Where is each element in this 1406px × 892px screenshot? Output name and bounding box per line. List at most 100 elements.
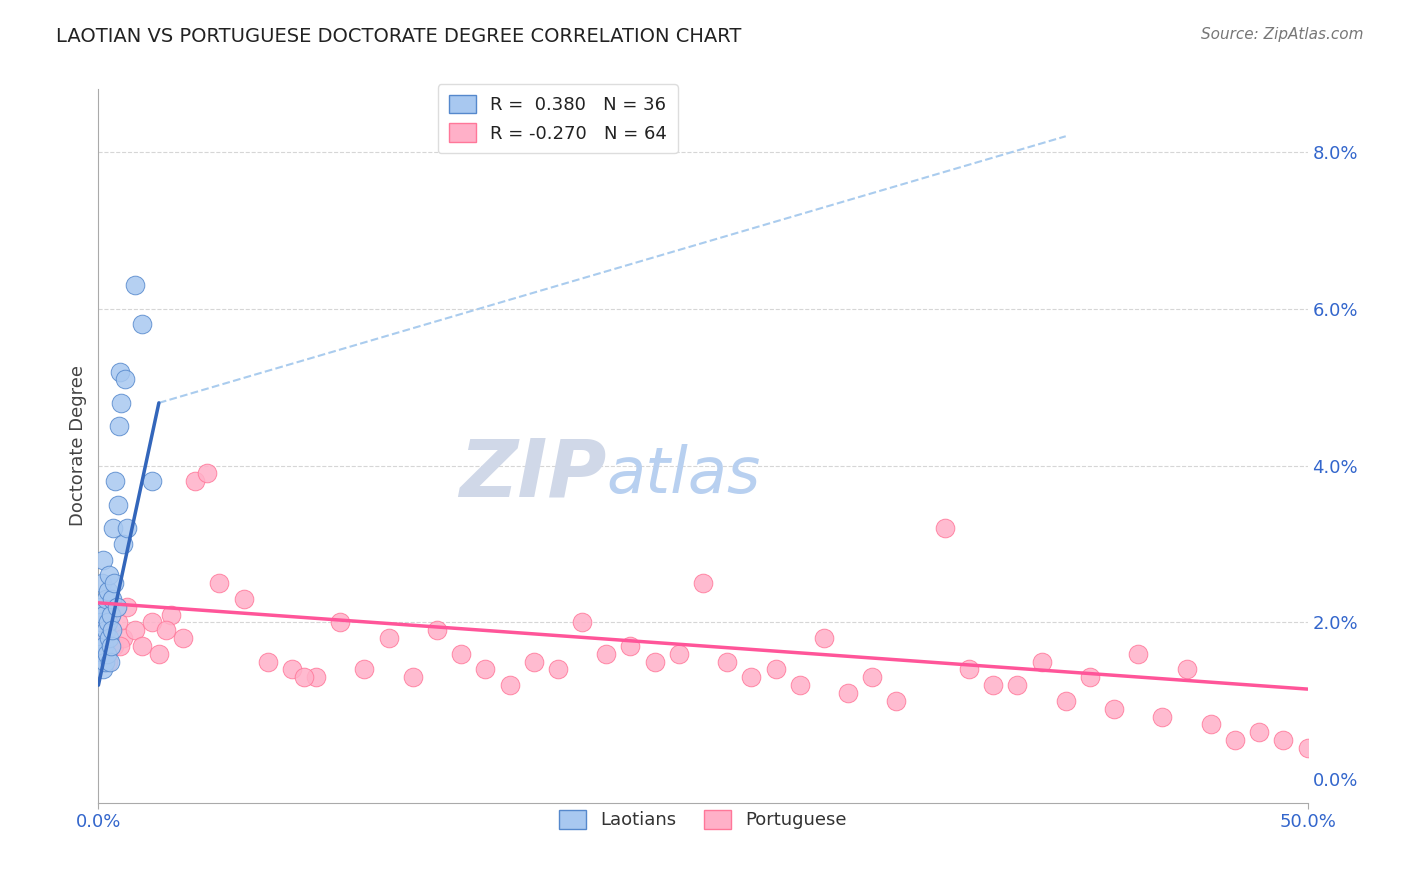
Point bbox=[89, 599, 111, 614]
Point bbox=[98, 568, 121, 582]
Point bbox=[93, 607, 115, 622]
Point bbox=[305, 670, 328, 684]
Point bbox=[97, 584, 120, 599]
Point bbox=[91, 576, 114, 591]
Point bbox=[208, 576, 231, 591]
Point bbox=[89, 631, 111, 645]
Point bbox=[292, 670, 315, 684]
Point bbox=[1199, 717, 1222, 731]
Point bbox=[108, 364, 131, 378]
Point bbox=[107, 615, 129, 630]
Point bbox=[141, 475, 163, 489]
Text: ZIP: ZIP bbox=[458, 435, 606, 514]
Legend: Laotians, Portuguese: Laotians, Portuguese bbox=[553, 803, 853, 837]
Point bbox=[426, 624, 449, 638]
Point bbox=[94, 624, 117, 638]
Point bbox=[97, 631, 120, 645]
Point bbox=[148, 647, 170, 661]
Point bbox=[474, 663, 496, 677]
Point bbox=[114, 372, 136, 386]
Point bbox=[1296, 740, 1319, 755]
Point bbox=[103, 576, 125, 591]
Point bbox=[619, 639, 641, 653]
Point bbox=[450, 647, 472, 661]
Point bbox=[1128, 647, 1150, 661]
Point bbox=[101, 521, 124, 535]
Point bbox=[100, 591, 122, 606]
Point bbox=[184, 475, 207, 489]
Point bbox=[981, 678, 1004, 692]
Point bbox=[1152, 709, 1174, 723]
Point bbox=[101, 624, 124, 638]
Point bbox=[105, 599, 128, 614]
Point bbox=[111, 537, 134, 551]
Point bbox=[1007, 678, 1029, 692]
Text: Source: ZipAtlas.com: Source: ZipAtlas.com bbox=[1201, 27, 1364, 42]
Point bbox=[195, 467, 218, 481]
Point bbox=[141, 615, 163, 630]
Point bbox=[100, 639, 122, 653]
Point bbox=[232, 591, 254, 606]
Point bbox=[886, 694, 908, 708]
Point bbox=[740, 670, 762, 684]
Point bbox=[91, 552, 114, 566]
Point bbox=[172, 631, 194, 645]
Point bbox=[117, 599, 139, 614]
Point bbox=[1249, 725, 1271, 739]
Point bbox=[716, 655, 738, 669]
Point bbox=[104, 475, 127, 489]
Point bbox=[1175, 663, 1198, 677]
Point bbox=[765, 663, 787, 677]
Point bbox=[498, 678, 520, 692]
Point bbox=[90, 647, 112, 661]
Point bbox=[668, 647, 690, 661]
Point bbox=[934, 521, 956, 535]
Point bbox=[96, 591, 118, 606]
Point bbox=[111, 631, 134, 645]
Point bbox=[100, 607, 122, 622]
Point bbox=[124, 278, 146, 293]
Point bbox=[1054, 694, 1077, 708]
Point bbox=[353, 663, 375, 677]
Point bbox=[91, 624, 114, 638]
Text: LAOTIAN VS PORTUGUESE DOCTORATE DEGREE CORRELATION CHART: LAOTIAN VS PORTUGUESE DOCTORATE DEGREE C… bbox=[56, 27, 741, 45]
Point bbox=[124, 624, 146, 638]
Point bbox=[97, 655, 120, 669]
Point bbox=[155, 624, 177, 638]
Point bbox=[402, 670, 425, 684]
Point bbox=[117, 521, 139, 535]
Point bbox=[1031, 655, 1053, 669]
Point bbox=[108, 419, 131, 434]
Point bbox=[96, 647, 118, 661]
Point bbox=[523, 655, 546, 669]
Point bbox=[256, 655, 278, 669]
Point bbox=[107, 498, 129, 512]
Point bbox=[93, 639, 115, 653]
Point bbox=[644, 655, 666, 669]
Y-axis label: Doctorate Degree: Doctorate Degree bbox=[69, 366, 87, 526]
Point bbox=[329, 615, 352, 630]
Point bbox=[1272, 733, 1295, 747]
Point bbox=[692, 576, 714, 591]
Point bbox=[90, 615, 112, 630]
Point bbox=[571, 615, 593, 630]
Point bbox=[377, 631, 399, 645]
Point bbox=[108, 639, 131, 653]
Point bbox=[813, 631, 835, 645]
Point bbox=[131, 318, 153, 332]
Point bbox=[837, 686, 859, 700]
Point bbox=[1102, 702, 1125, 716]
Point bbox=[281, 663, 304, 677]
Point bbox=[94, 655, 117, 669]
Point bbox=[91, 663, 114, 677]
Point bbox=[789, 678, 811, 692]
Point bbox=[96, 647, 118, 661]
Point bbox=[98, 655, 121, 669]
Point bbox=[97, 615, 120, 630]
Point bbox=[547, 663, 569, 677]
Point bbox=[860, 670, 883, 684]
Point bbox=[100, 607, 122, 622]
Point bbox=[595, 647, 617, 661]
Point bbox=[957, 663, 980, 677]
Point bbox=[110, 396, 132, 410]
